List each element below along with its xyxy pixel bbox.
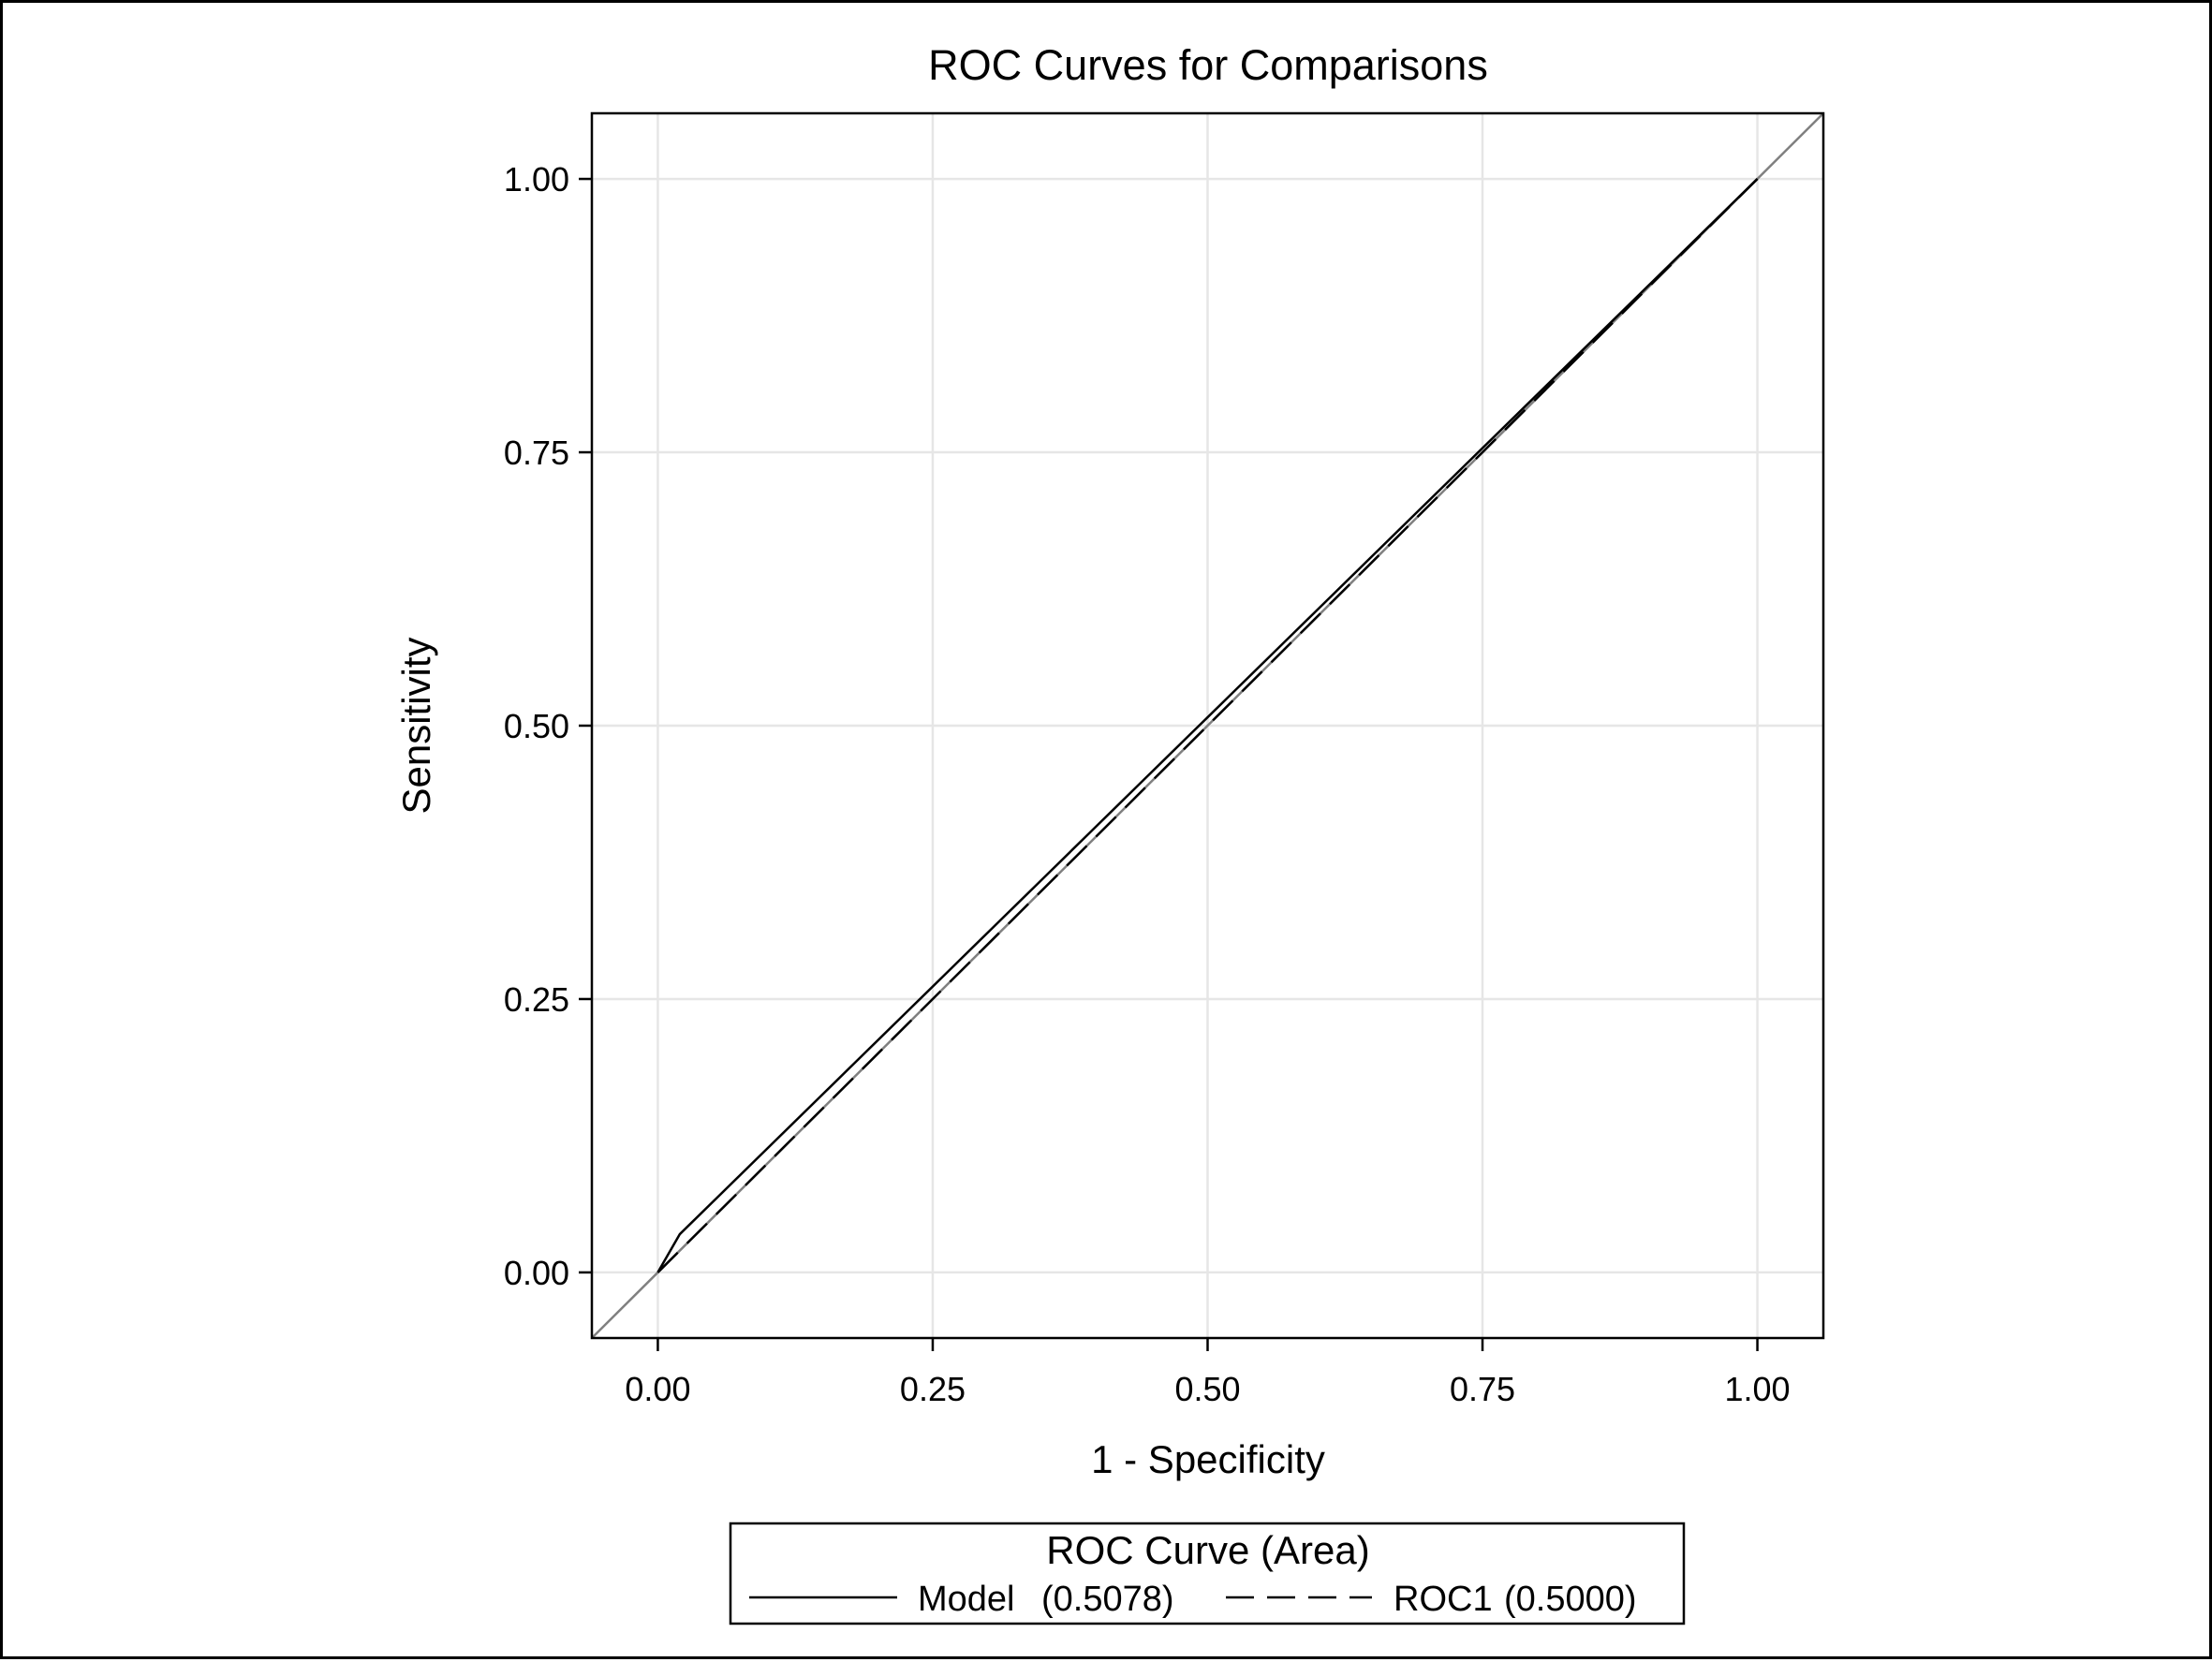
- x-tick-label: 0.25: [900, 1370, 966, 1408]
- legend-box: [729, 1522, 1686, 1625]
- series-line-model: [656, 178, 1759, 1273]
- y-axis-label: Sensitivity: [394, 637, 438, 814]
- x-tick-label: 1.00: [1725, 1370, 1791, 1408]
- x-axis-ticks: 0.00 0.25 0.50 0.75 1.00: [625, 1338, 1791, 1408]
- legend-title: ROC Curve (Area): [1046, 1528, 1369, 1572]
- y-tick-label: 0.00: [504, 1254, 569, 1292]
- x-tick-label: 0.00: [625, 1370, 690, 1408]
- legend: ROC Curve (Area) Model (0.5078) ROC1 (0.…: [729, 1522, 1686, 1625]
- grid-lines: [592, 113, 1823, 1338]
- legend-label-roc1: ROC1: [1394, 1580, 1493, 1619]
- legend-area-model: (0.5078): [1041, 1580, 1174, 1619]
- x-tick-label: 0.50: [1174, 1370, 1240, 1408]
- x-tick-label: 0.75: [1450, 1370, 1515, 1408]
- y-tick-label: 1.00: [504, 160, 569, 199]
- legend-area-roc1: (0.5000): [1504, 1580, 1637, 1619]
- y-axis-ticks: 0.00 0.25 0.50 0.75 1.00: [504, 160, 592, 1292]
- y-tick-label: 0.25: [504, 980, 569, 1019]
- reference-line-group: [591, 112, 1824, 1339]
- roc-chart: ROC Curves for Comparisons 0.00 0.25 0.50 0…: [394, 41, 1825, 1625]
- reference-line: [591, 112, 1824, 1339]
- chart-title: ROC Curves for Comparisons: [928, 41, 1488, 89]
- y-tick-label: 0.50: [504, 707, 569, 745]
- series-line-roc1: [656, 178, 1759, 1273]
- series-group: [656, 178, 1759, 1273]
- y-tick-label: 0.75: [504, 434, 569, 472]
- legend-label-model: Model: [918, 1580, 1015, 1619]
- x-axis-label: 1 - Specificity: [1091, 1437, 1325, 1481]
